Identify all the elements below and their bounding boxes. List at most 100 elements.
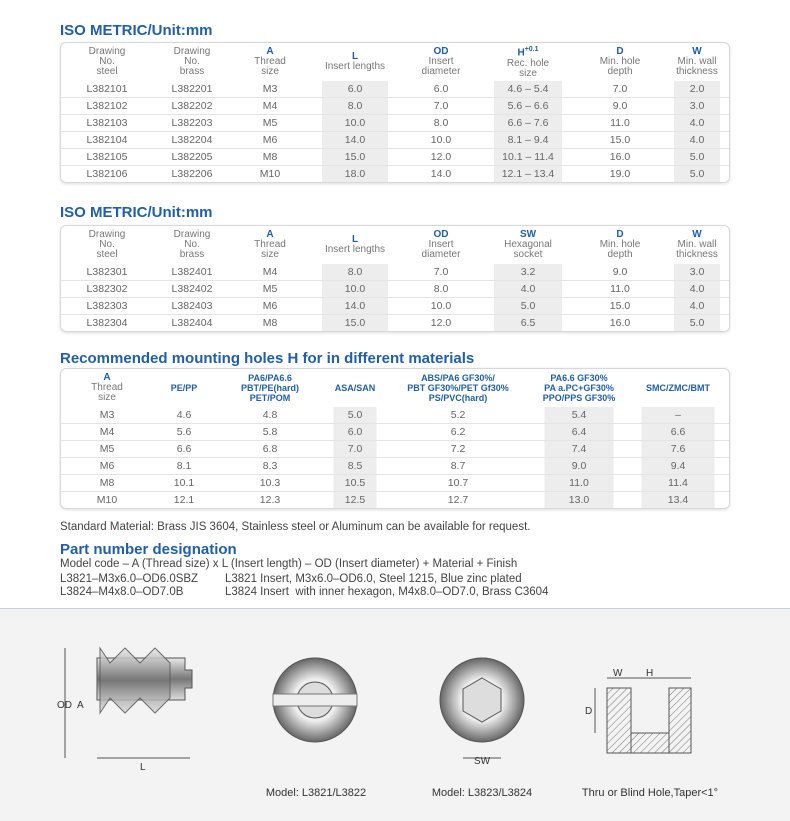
cell: 10.0 xyxy=(401,131,481,149)
section-title: ISO METRIC/Unit:mm xyxy=(60,204,213,221)
header-label: size xyxy=(519,67,537,79)
header-label: diameter xyxy=(421,249,461,260)
cell: 6.6 xyxy=(153,440,215,458)
cell: 15.0 xyxy=(309,314,401,331)
column-code: L xyxy=(351,51,359,62)
dim-label: OD xyxy=(57,700,72,711)
cell: 5.6 xyxy=(153,423,215,441)
cell: 6.0 xyxy=(401,81,481,98)
column-code: A xyxy=(266,229,274,240)
header-cell: H+0.1 Rec. hole size xyxy=(481,43,575,81)
section-title: Part number designation xyxy=(60,541,237,558)
cell: 12.5 xyxy=(325,491,385,508)
cell: L382204 xyxy=(153,131,231,149)
header-label: No. xyxy=(184,239,200,250)
cell: L382102 xyxy=(61,97,153,115)
cell: L382404 xyxy=(171,317,213,329)
caption: Model: L3823/L3824 xyxy=(432,787,532,799)
column-code: D xyxy=(616,229,624,240)
column-code: A xyxy=(103,372,111,383)
example-code: L3821–M3x6.0–OD6.0SBZ xyxy=(60,573,199,585)
cell: 8.3 xyxy=(215,457,325,475)
cell: 6.6 – 7.6 xyxy=(481,114,575,132)
cell: 7.0 xyxy=(401,264,481,281)
cell: 3.2 xyxy=(481,264,575,281)
model-code: Model code – A (Thread size) x L (Insert… xyxy=(60,558,518,570)
header-cell: Drawing No. steel xyxy=(61,43,153,81)
cell: L382302 xyxy=(61,280,153,298)
cell: 14.0 xyxy=(430,168,452,180)
header-cell: Drawing No. steel xyxy=(61,226,153,264)
cell: 10.1 xyxy=(153,474,215,492)
column-code: H+0.1 xyxy=(517,46,539,59)
header-cell: W Min. wall thickness xyxy=(665,226,729,264)
cell: M5 xyxy=(231,114,309,132)
cell: 14.0 xyxy=(309,131,401,149)
bottom xyxy=(630,732,670,754)
cell: M10 xyxy=(259,168,281,180)
cell: 7.0 xyxy=(401,97,481,115)
cell: 5.8 xyxy=(215,423,325,441)
table: Drawing No. steel Drawing No. brass A Thread siz… xyxy=(61,43,729,182)
cell: L382401 xyxy=(153,264,231,281)
header-cell: A Thread size xyxy=(231,226,309,264)
header-label: Hexagonal xyxy=(504,239,552,250)
row: M6 8.1 8.3 8.5 8.7 9.0 9.4 xyxy=(61,457,729,475)
example-text: L3824 Insert with inner hexagon, M4x8.0–… xyxy=(225,586,549,598)
cell: L382205 xyxy=(153,148,231,166)
cell: 7.0 xyxy=(575,81,665,98)
cell: 8.7 xyxy=(385,457,531,475)
cell: 12.7 xyxy=(447,494,469,506)
cell: 8.0 xyxy=(401,114,481,132)
cell: 6.5 xyxy=(481,314,575,331)
column-code: OD xyxy=(433,46,449,57)
row: L382103 L382203 M5 10.0 8.0 6.6 – 7.6 11.0 4.0 xyxy=(61,114,729,132)
cell: L382301 xyxy=(61,264,153,281)
table-box: Drawing No. steel Drawing No. brass A Thread siz… xyxy=(60,225,730,332)
header-label: socket xyxy=(513,249,543,260)
cell: 5.0 xyxy=(665,165,729,182)
cell: 13.0 xyxy=(531,491,627,508)
cell: L382101 xyxy=(61,81,153,98)
row: L382105 L382205 M8 15.0 12.0 10.1 – 11.4 16.0 5… xyxy=(61,148,729,166)
header-cell: Drawing No. brass xyxy=(153,43,231,81)
header-label: size xyxy=(98,392,116,403)
cell: 6.0 xyxy=(309,81,401,98)
header-row: Drawing No. steel Drawing No. brass A Thread siz… xyxy=(61,226,729,264)
cell: 12.1 – 13.4 xyxy=(481,165,575,182)
cell: 6.6 xyxy=(627,423,729,441)
cell: 16.0 xyxy=(609,317,631,329)
cell: 4.6 – 5.4 xyxy=(481,81,575,98)
section-title: ISO METRIC/Unit:mm xyxy=(60,22,213,39)
cell: 4.8 xyxy=(215,407,325,424)
cell: M5 xyxy=(61,440,153,458)
cell: 9.0 xyxy=(531,457,627,475)
header-label: size xyxy=(261,66,279,77)
caption: Model: L3821/L3822 xyxy=(266,787,366,799)
header-label: depth xyxy=(607,249,633,260)
cell: 8.0 xyxy=(309,97,401,115)
header-row: Drawing No. steel Drawing No. brass A Thread siz… xyxy=(61,43,729,81)
header-label: Thread xyxy=(91,382,123,393)
cell: 9.0 xyxy=(575,264,665,281)
background xyxy=(0,608,790,821)
header-label: size xyxy=(261,249,279,260)
header-label: PA6.6 GF30% xyxy=(550,373,608,383)
cell: M4 xyxy=(61,423,153,441)
cell: 12.3 xyxy=(259,494,281,506)
cell: 10.0 xyxy=(309,114,401,132)
dim-label: SW xyxy=(474,756,491,767)
cell: 4.0 xyxy=(665,297,729,315)
cell: M5 xyxy=(231,280,309,298)
column-code: D xyxy=(616,46,624,57)
cell: 10.5 xyxy=(325,474,385,492)
cell: M4 xyxy=(231,264,309,281)
cell: 10.1 – 11.4 xyxy=(481,148,575,166)
header-label: PPO/PPS GF30% xyxy=(542,393,616,403)
cell: 4.0 xyxy=(481,280,575,298)
cell: 10.0 xyxy=(309,280,401,298)
cell: 9.4 xyxy=(627,457,729,475)
header-label: No. xyxy=(99,239,115,250)
row: L382302 L382402 M5 10.0 8.0 4.0 11.0 4.0 xyxy=(61,280,729,298)
cell: 12.1 xyxy=(173,494,195,506)
